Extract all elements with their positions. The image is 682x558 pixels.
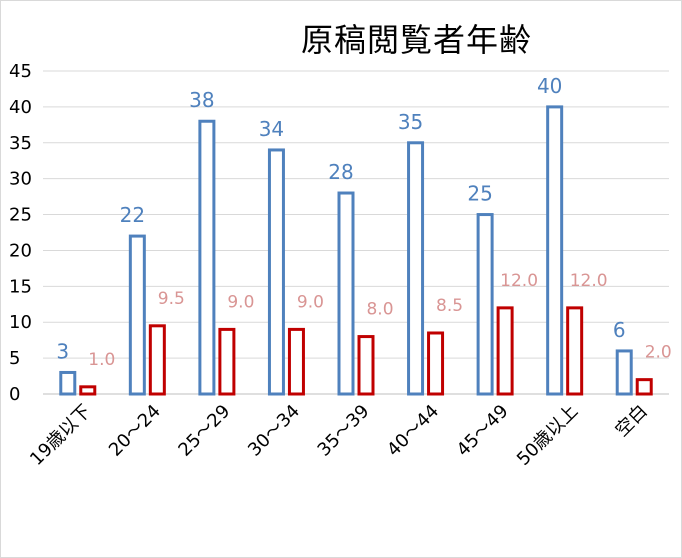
bar-series-2 [218, 327, 236, 396]
data-label-series-1: 28 [328, 160, 353, 184]
bar-series-2 [566, 306, 584, 396]
bar-series-1 [198, 119, 216, 396]
data-label-series-2: 8.0 [366, 300, 393, 320]
data-label-series-1: 6 [613, 318, 626, 342]
bar-series-2 [427, 331, 445, 396]
x-axis-ticks: 19歳以下 20～24 25～29 30～34 35～39 40～44 45～49 50歳以上… [26, 401, 652, 470]
bar-series-2 [287, 327, 305, 396]
data-label-series-1: 40 [537, 74, 562, 98]
data-label-series-2: 8.5 [436, 296, 463, 316]
bars [59, 105, 653, 396]
data-label-series-2: 9.0 [227, 292, 254, 312]
data-label-series-2: 9.5 [158, 289, 185, 309]
x-tick-label: 25～29 [174, 401, 234, 461]
data-label-series-2: 12.0 [500, 271, 538, 291]
bar-series-1 [476, 213, 494, 396]
data-label-series-1: 34 [259, 117, 284, 141]
y-tick-label: 30 [9, 169, 32, 190]
gridlines [43, 70, 669, 395]
x-tick-label: 50歳以上 [513, 401, 582, 470]
bar-series-2 [357, 335, 375, 396]
chart-title: 原稿閲覧者年齢 [301, 21, 533, 59]
bar-series-1 [337, 191, 355, 396]
y-tick-label: 20 [9, 240, 32, 261]
y-tick-label: 10 [9, 312, 32, 333]
data-label-series-2: 9.0 [297, 292, 324, 312]
y-tick-label: 45 [9, 61, 32, 82]
x-tick-label: 19歳以下 [26, 401, 95, 470]
data-label-series-2: 1.0 [88, 350, 115, 370]
x-tick-label: 45～49 [453, 401, 513, 461]
bar-series-1 [128, 234, 146, 396]
data-label-series-2: 12.0 [570, 271, 608, 291]
y-axis-ticks: 0 5 10 15 20 25 30 35 40 45 [9, 61, 32, 405]
data-label-series-2: 2.0 [645, 343, 672, 363]
data-label-series-1: 38 [189, 88, 214, 112]
data-label-series-1: 25 [467, 182, 492, 206]
data-label-series-1: 35 [398, 110, 423, 134]
data-label-series-1: 3 [56, 339, 69, 363]
data-labels: 3 22 38 34 28 35 25 40 6 1.0 9.5 9.0 9.0 8.0 8.5 12.0 12… [56, 74, 671, 370]
bar-series-2 [496, 306, 514, 396]
y-tick-label: 35 [9, 133, 32, 154]
y-tick-label: 15 [9, 276, 32, 297]
bar-series-1 [59, 370, 77, 396]
x-tick-label: 30～34 [244, 401, 304, 461]
bar-series-1 [615, 349, 633, 396]
x-tick-label: 20～24 [105, 401, 165, 461]
y-tick-label: 0 [9, 384, 20, 405]
bar-series-2 [635, 378, 653, 396]
y-tick-label: 5 [9, 348, 20, 369]
data-label-series-1: 22 [120, 203, 145, 227]
x-tick-label: 35～39 [314, 401, 374, 461]
y-tick-label: 25 [9, 205, 32, 226]
bar-series-1 [546, 105, 564, 396]
bar-series-2 [79, 385, 97, 396]
bar-series-1 [267, 148, 285, 396]
x-tick-label: 空白 [611, 401, 651, 441]
bar-series-2 [148, 324, 166, 396]
y-tick-label: 40 [9, 97, 32, 118]
bar-series-1 [407, 141, 425, 396]
x-tick-label: 40～44 [383, 401, 443, 461]
